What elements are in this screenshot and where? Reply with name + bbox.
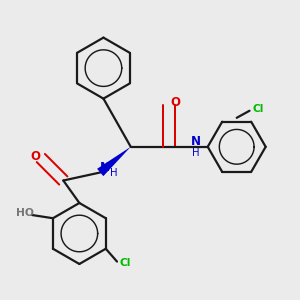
Text: O: O xyxy=(170,96,180,109)
Text: Cl: Cl xyxy=(253,104,264,115)
Polygon shape xyxy=(97,147,131,176)
Text: H: H xyxy=(192,148,200,158)
Text: Cl: Cl xyxy=(119,258,131,268)
Text: N: N xyxy=(100,161,110,174)
Text: H: H xyxy=(110,168,118,178)
Text: N: N xyxy=(191,134,201,148)
Text: HO: HO xyxy=(16,208,34,218)
Text: O: O xyxy=(30,150,40,163)
